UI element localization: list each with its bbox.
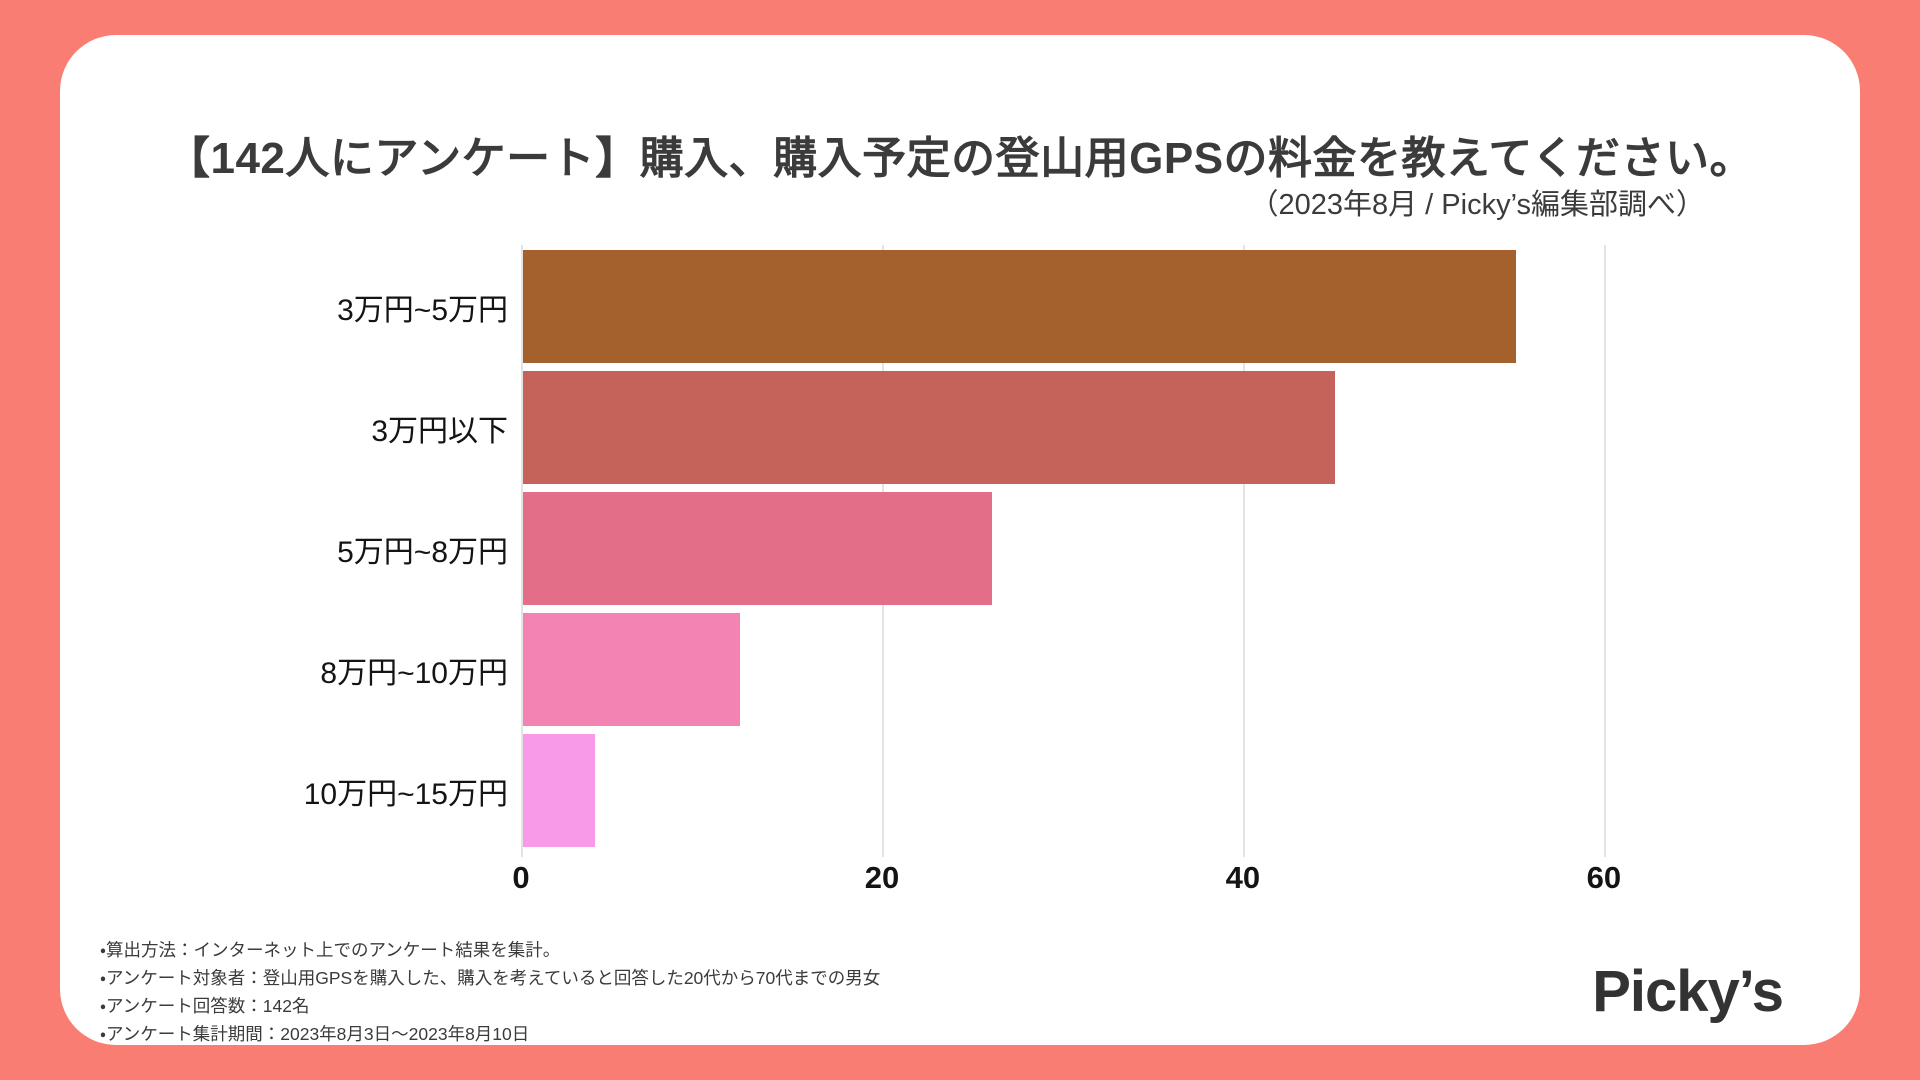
gridline-40 xyxy=(1242,245,1245,857)
bar-2 xyxy=(523,371,1336,484)
x-tick-label-40: 40 xyxy=(1225,860,1261,895)
footnotes: ・算出方法：インターネット上でのアンケート結果を集計。・アンケート対象者：登山用… xyxy=(100,936,880,1048)
chart-title: 【142人にアンケート】購入、購入予定の登山用GPSの料金を教えてください。 xyxy=(165,134,1755,183)
category-label-3: 5万円~8万円 xyxy=(337,535,508,569)
category-label-2: 3万円以下 xyxy=(371,414,508,448)
gridline-0 xyxy=(521,245,523,857)
x-tick-label-0: 0 xyxy=(512,860,530,895)
category-label-5: 10万円~15万円 xyxy=(303,777,508,811)
gridline-60 xyxy=(1603,245,1606,857)
category-label-1: 3万円~5万円 xyxy=(337,293,508,327)
footnote-line-1: ・算出方法：インターネット上でのアンケート結果を集計。 xyxy=(100,940,561,960)
category-axis: 3万円~5万円 3万円以下 5万円~8万円 8万円~10万円 10万円~15万円 xyxy=(50,245,508,857)
x-axis: 0 20 40 60 xyxy=(512,857,1649,899)
pickys-logo: Picky’s xyxy=(1592,959,1784,1024)
footnote-line-3: ・アンケート回答数：142名 xyxy=(100,996,310,1016)
plot-area xyxy=(521,245,1649,857)
bar-4 xyxy=(523,613,740,726)
bar-1 xyxy=(523,250,1516,363)
chart-subtitle: （2023年8月 / Picky’s編集部調べ） xyxy=(1249,189,1705,221)
x-tick-label-60: 60 xyxy=(1586,860,1622,895)
footnote-line-2: ・アンケート対象者：登山用GPSを購入した、購入を考えていると回答した20代から… xyxy=(100,968,881,988)
bar-3 xyxy=(523,492,993,605)
bar-5 xyxy=(523,734,596,847)
x-tick-label-20: 20 xyxy=(864,860,900,895)
footnote-line-4: ・アンケート集計期間：2023年8月3日～2023年8月10日 xyxy=(100,1024,530,1044)
category-label-4: 8万円~10万円 xyxy=(320,656,508,690)
